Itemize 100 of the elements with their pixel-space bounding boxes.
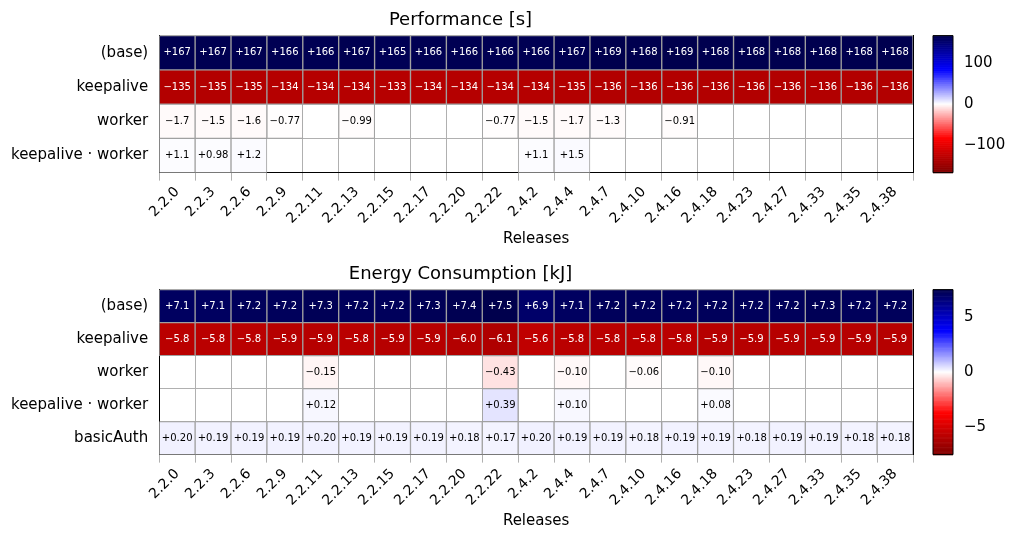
data-label: −134 bbox=[307, 80, 335, 92]
data-label: +7.2 bbox=[739, 299, 764, 311]
data-label: +7.2 bbox=[595, 299, 621, 311]
data-label: +7.3 bbox=[308, 299, 333, 311]
data-label: +168 bbox=[881, 46, 909, 58]
data-label: −5.8 bbox=[344, 332, 369, 344]
data-label: +0.19 bbox=[197, 431, 229, 443]
data-label: +168 bbox=[630, 46, 658, 58]
data-label: −1.6 bbox=[236, 114, 262, 126]
data-label: +168 bbox=[809, 46, 837, 58]
data-label: −0.77 bbox=[484, 114, 516, 126]
data-label: +168 bbox=[701, 46, 730, 58]
color-bar-label: 0 bbox=[964, 94, 974, 113]
data-label: −0.06 bbox=[628, 365, 660, 377]
data-label: −6.0 bbox=[452, 332, 477, 344]
data-label: +0.17 bbox=[484, 431, 516, 443]
data-label: +1.5 bbox=[559, 149, 585, 161]
data-label: +166 bbox=[486, 46, 514, 58]
data-label: −134 bbox=[271, 80, 299, 92]
data-label: +166 bbox=[271, 46, 299, 58]
data-label: +168 bbox=[773, 46, 802, 58]
color-bar-label: 0 bbox=[964, 362, 974, 381]
data-label: −134 bbox=[450, 80, 479, 92]
data-label: −136 bbox=[845, 80, 873, 92]
y-tick-label: worker bbox=[97, 362, 150, 381]
data-label: −5.9 bbox=[272, 332, 297, 344]
data-label: +167 bbox=[235, 46, 263, 58]
data-label: +7.2 bbox=[380, 299, 405, 311]
data-label: −0.15 bbox=[305, 365, 337, 377]
data-label: +7.3 bbox=[416, 299, 441, 311]
data-label: −5.8 bbox=[236, 332, 262, 344]
data-label: +0.18 bbox=[879, 431, 911, 443]
data-label: −0.99 bbox=[341, 114, 372, 126]
x-axis-title: Releases bbox=[502, 228, 570, 247]
data-label: −1.5 bbox=[523, 114, 549, 126]
data-label: −0.77 bbox=[269, 114, 301, 126]
data-label: +0.12 bbox=[305, 398, 337, 410]
data-label: −0.10 bbox=[556, 365, 588, 377]
data-label: −5.8 bbox=[595, 332, 621, 344]
x-axis-title: Releases bbox=[502, 510, 570, 529]
data-label: +7.2 bbox=[344, 299, 369, 311]
data-label: +0.18 bbox=[449, 431, 480, 443]
y-tick-label: basicAuth bbox=[74, 428, 149, 447]
data-label: −5.8 bbox=[200, 332, 226, 344]
data-label: +166 bbox=[450, 46, 479, 58]
data-label: −0.91 bbox=[664, 114, 696, 126]
data-label: +0.20 bbox=[305, 431, 337, 443]
data-label: +0.19 bbox=[664, 431, 696, 443]
data-label: +7.5 bbox=[488, 299, 513, 311]
color-bar-label: −100 bbox=[964, 134, 1006, 153]
data-label: −5.8 bbox=[631, 332, 656, 344]
data-label: +0.19 bbox=[377, 431, 408, 443]
data-label: +166 bbox=[522, 46, 550, 58]
data-label: +166 bbox=[307, 46, 335, 58]
data-label: +0.19 bbox=[556, 431, 588, 443]
data-label: +0.19 bbox=[413, 431, 444, 443]
data-label: +0.19 bbox=[233, 431, 265, 443]
data-label: −0.10 bbox=[700, 365, 731, 377]
color-bar-label: −5 bbox=[964, 417, 987, 436]
data-label: −5.9 bbox=[847, 332, 872, 344]
data-label: −5.9 bbox=[882, 332, 908, 344]
data-label: −135 bbox=[163, 80, 191, 92]
data-label: −5.6 bbox=[523, 332, 549, 344]
data-label: +166 bbox=[414, 46, 443, 58]
data-label: −5.9 bbox=[380, 332, 405, 344]
data-label: −136 bbox=[701, 80, 730, 92]
data-label: +7.2 bbox=[631, 299, 656, 311]
data-label: −5.9 bbox=[703, 332, 728, 344]
data-label: −5.9 bbox=[308, 332, 333, 344]
data-label: −136 bbox=[594, 80, 622, 92]
data-label: +0.10 bbox=[556, 398, 588, 410]
y-tick-label: worker bbox=[97, 111, 150, 130]
data-label: +7.2 bbox=[882, 299, 908, 311]
data-label: +0.20 bbox=[161, 431, 193, 443]
color-bar-label: 100 bbox=[964, 53, 993, 72]
data-label: +0.19 bbox=[807, 431, 839, 443]
data-label: +7.2 bbox=[236, 299, 262, 311]
data-label: −1.3 bbox=[595, 114, 621, 126]
y-tick-label: (base) bbox=[100, 42, 149, 61]
data-label: +7.1 bbox=[165, 299, 190, 311]
data-label: −135 bbox=[558, 80, 586, 92]
data-label: −134 bbox=[486, 80, 514, 92]
data-label: +168 bbox=[845, 46, 873, 58]
data-label: +0.19 bbox=[592, 431, 624, 443]
data-label: +7.2 bbox=[667, 299, 692, 311]
data-label: +167 bbox=[199, 46, 227, 58]
data-label: +7.2 bbox=[775, 299, 800, 311]
data-label: −136 bbox=[737, 80, 766, 92]
data-label: +7.3 bbox=[811, 299, 836, 311]
data-label: +167 bbox=[558, 46, 586, 58]
data-label: +0.20 bbox=[520, 431, 552, 443]
data-label: +6.9 bbox=[523, 299, 549, 311]
data-label: +7.2 bbox=[703, 299, 728, 311]
data-label: −1.7 bbox=[559, 114, 585, 126]
chart-title: Energy Consumption [kJ] bbox=[348, 262, 573, 284]
data-label: −136 bbox=[881, 80, 909, 92]
data-label: +169 bbox=[594, 46, 622, 58]
data-label: −1.7 bbox=[165, 114, 190, 126]
data-label: −134 bbox=[342, 80, 371, 92]
data-label: +165 bbox=[378, 46, 407, 58]
